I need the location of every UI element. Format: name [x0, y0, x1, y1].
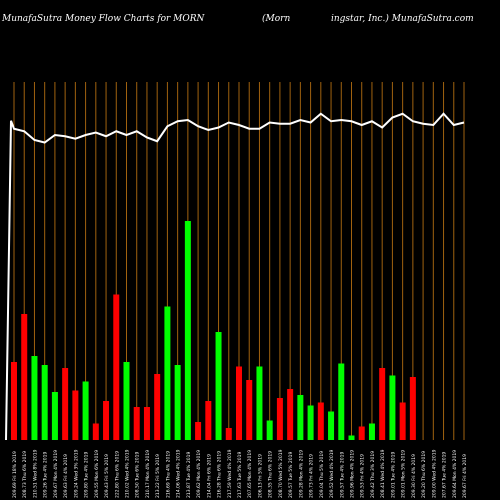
money-flow-bar	[143, 407, 150, 440]
x-tick-label: 217.59 Wed 4% 2019	[227, 449, 233, 498]
chart-title-right: ingstar, Inc.) MunafaSutra.com	[331, 14, 474, 24]
bar-layer	[11, 221, 416, 440]
money-flow-bar	[72, 390, 79, 440]
x-tick-label: 214.06 Wed 4% 2019	[176, 449, 182, 498]
x-tick-label: 209.64 Mon 4% 2019	[452, 450, 458, 498]
x-tick-label: 216.69 Thu 4% 2019	[165, 451, 171, 498]
money-flow-bar	[389, 375, 396, 440]
money-flow-bar	[103, 401, 110, 440]
money-flow-bar	[317, 402, 324, 440]
money-flow-bar	[164, 306, 171, 440]
x-tick-label: 208.41 Wed 4% 2019	[380, 449, 386, 498]
x-tick-label: 216.28 Thu 6% 2019	[217, 451, 223, 498]
money-flow-bar	[174, 365, 181, 440]
x-tick-label: 213.22 Fri 5% 2019	[155, 454, 161, 498]
x-tick-label: 217.63 Tue 5% 2019	[237, 452, 243, 498]
money-flow-bar	[215, 332, 222, 440]
money-flow-bar	[82, 381, 89, 440]
x-tick-label: 209.67 Mon 4% 2019	[53, 450, 59, 498]
money-flow-bar	[184, 221, 191, 440]
x-tick-label: 209.57 Tue 4% 2019	[339, 452, 345, 498]
x-tick-label: 208.35 Thu 6% 2019	[268, 451, 274, 498]
money-flow-bar	[409, 377, 416, 440]
money-flow-bar	[236, 366, 242, 440]
x-tick-label: 206.13 Fri 5% 2019	[257, 454, 263, 498]
x-tick-label: 209.01 Mon 5% 2019	[401, 450, 407, 498]
x-tick-labels: 209.69 Fri 18% 2019 208.73 Thu 6% 2019 210…	[12, 449, 468, 498]
x-tick-label: 208.50 Tue 6% 2019	[135, 452, 141, 498]
money-flow-bar	[41, 365, 48, 440]
money-flow-bar	[92, 423, 99, 440]
money-flow-bar	[62, 368, 69, 440]
x-tick-label: 209.69 Fri 18% 2019	[12, 451, 18, 498]
x-tick-label: 210.02 Wed 4% 2019	[125, 449, 131, 498]
money-flow-bar	[123, 362, 130, 440]
x-tick-label: 208.73 Thu 6% 2019	[22, 451, 28, 498]
x-tick-label: 214.04 Fri 6% 2019	[206, 454, 212, 498]
x-tick-label: 213.87 Tue 4% 2019	[186, 452, 192, 498]
x-tick-label: 209.04 Thu 5% 2019	[319, 451, 325, 498]
x-tick-label: 209.00 Wed 4% 2019	[431, 449, 437, 498]
x-tick-label: 209.43 Fri 5% 2019	[104, 454, 110, 498]
money-flow-bar	[154, 374, 161, 440]
x-tick-label: 209.42 Thu 3% 2019	[370, 451, 376, 498]
price-line-layer	[5, 112, 465, 441]
money-flow-bar	[246, 380, 253, 440]
money-flow-bar	[297, 395, 304, 440]
money-flow-bar	[11, 362, 17, 440]
money-flow-bar	[358, 426, 365, 440]
money-flow-bar	[21, 314, 28, 440]
money-flow-bar	[256, 366, 263, 440]
x-tick-label: 209.96 Mon 4% 2019	[350, 450, 356, 498]
x-tick-label: 209.01 Tue 4% 2019	[390, 452, 396, 498]
money-flow-bar	[195, 422, 202, 440]
x-tick-label: 209.28 Mon 4% 2019	[298, 450, 304, 498]
x-tick-label: 222.80 Thu 6% 2019	[114, 451, 120, 498]
x-tick-label: 209.53 Fri 4% 2019	[360, 454, 366, 498]
money-flow-bar	[51, 392, 58, 440]
x-tick-label: 209.67 Fri 4% 2019	[462, 454, 468, 498]
x-tick-label: 209.80 Tue 4% 2019	[84, 452, 90, 498]
x-tick-label: 207.67 Tue 4% 2019	[442, 452, 448, 498]
x-tick-label: 209.62 Mon 4% 2019	[196, 450, 202, 498]
x-tick-label: 210.51 Wed 8% 2019	[32, 449, 38, 498]
money-flow-bar	[225, 428, 232, 440]
chart-title-left: MunafaSutra Money Flow Charts for MORN	[2, 14, 205, 24]
money-flow-bar	[348, 435, 355, 440]
money-flow-bar	[399, 402, 406, 440]
x-tick-label: 209.73 Fri 4% 2019	[309, 454, 315, 498]
money-flow-bar	[113, 294, 120, 440]
money-flow-bar	[379, 368, 386, 440]
x-tick-label: 209.55 Mon 6% 2019	[94, 450, 100, 498]
money-flow-bar	[287, 389, 294, 440]
money-flow-bar	[133, 407, 140, 440]
money-flow-bar	[205, 401, 212, 440]
money-flow-bar	[31, 356, 38, 440]
x-tick-label: 209.24 Wed 3% 2019	[73, 449, 79, 498]
price-line	[5, 112, 465, 441]
chart-title-center: (Morn	[262, 14, 291, 24]
x-tick-label: 209.63 Fri 4% 2019	[63, 454, 69, 498]
money-flow-bar	[307, 405, 314, 440]
x-tick-label: 208.70 Wed 5% 2019	[278, 449, 284, 498]
money-flow-bar	[276, 398, 283, 440]
x-tick-label: 209.52 Wed 4% 2019	[329, 449, 335, 498]
x-tick-label: 209.20 Thu 6% 2019	[421, 451, 427, 498]
money-flow-bar	[328, 411, 335, 440]
money-flow-bar	[368, 423, 375, 440]
x-tick-label: 207.65 Mon 4% 2019	[247, 450, 253, 498]
x-tick-label: 209.26 Tue 4% 2019	[43, 452, 49, 498]
x-tick-label: 210.17 Mon 4% 2019	[145, 450, 151, 498]
money-flow-bar	[338, 363, 345, 440]
money-flow-bar	[266, 420, 273, 440]
x-tick-label: 209.30 Fri 4% 2019	[411, 454, 417, 498]
x-tick-label: 209.57 Tue 5% 2019	[288, 452, 294, 498]
